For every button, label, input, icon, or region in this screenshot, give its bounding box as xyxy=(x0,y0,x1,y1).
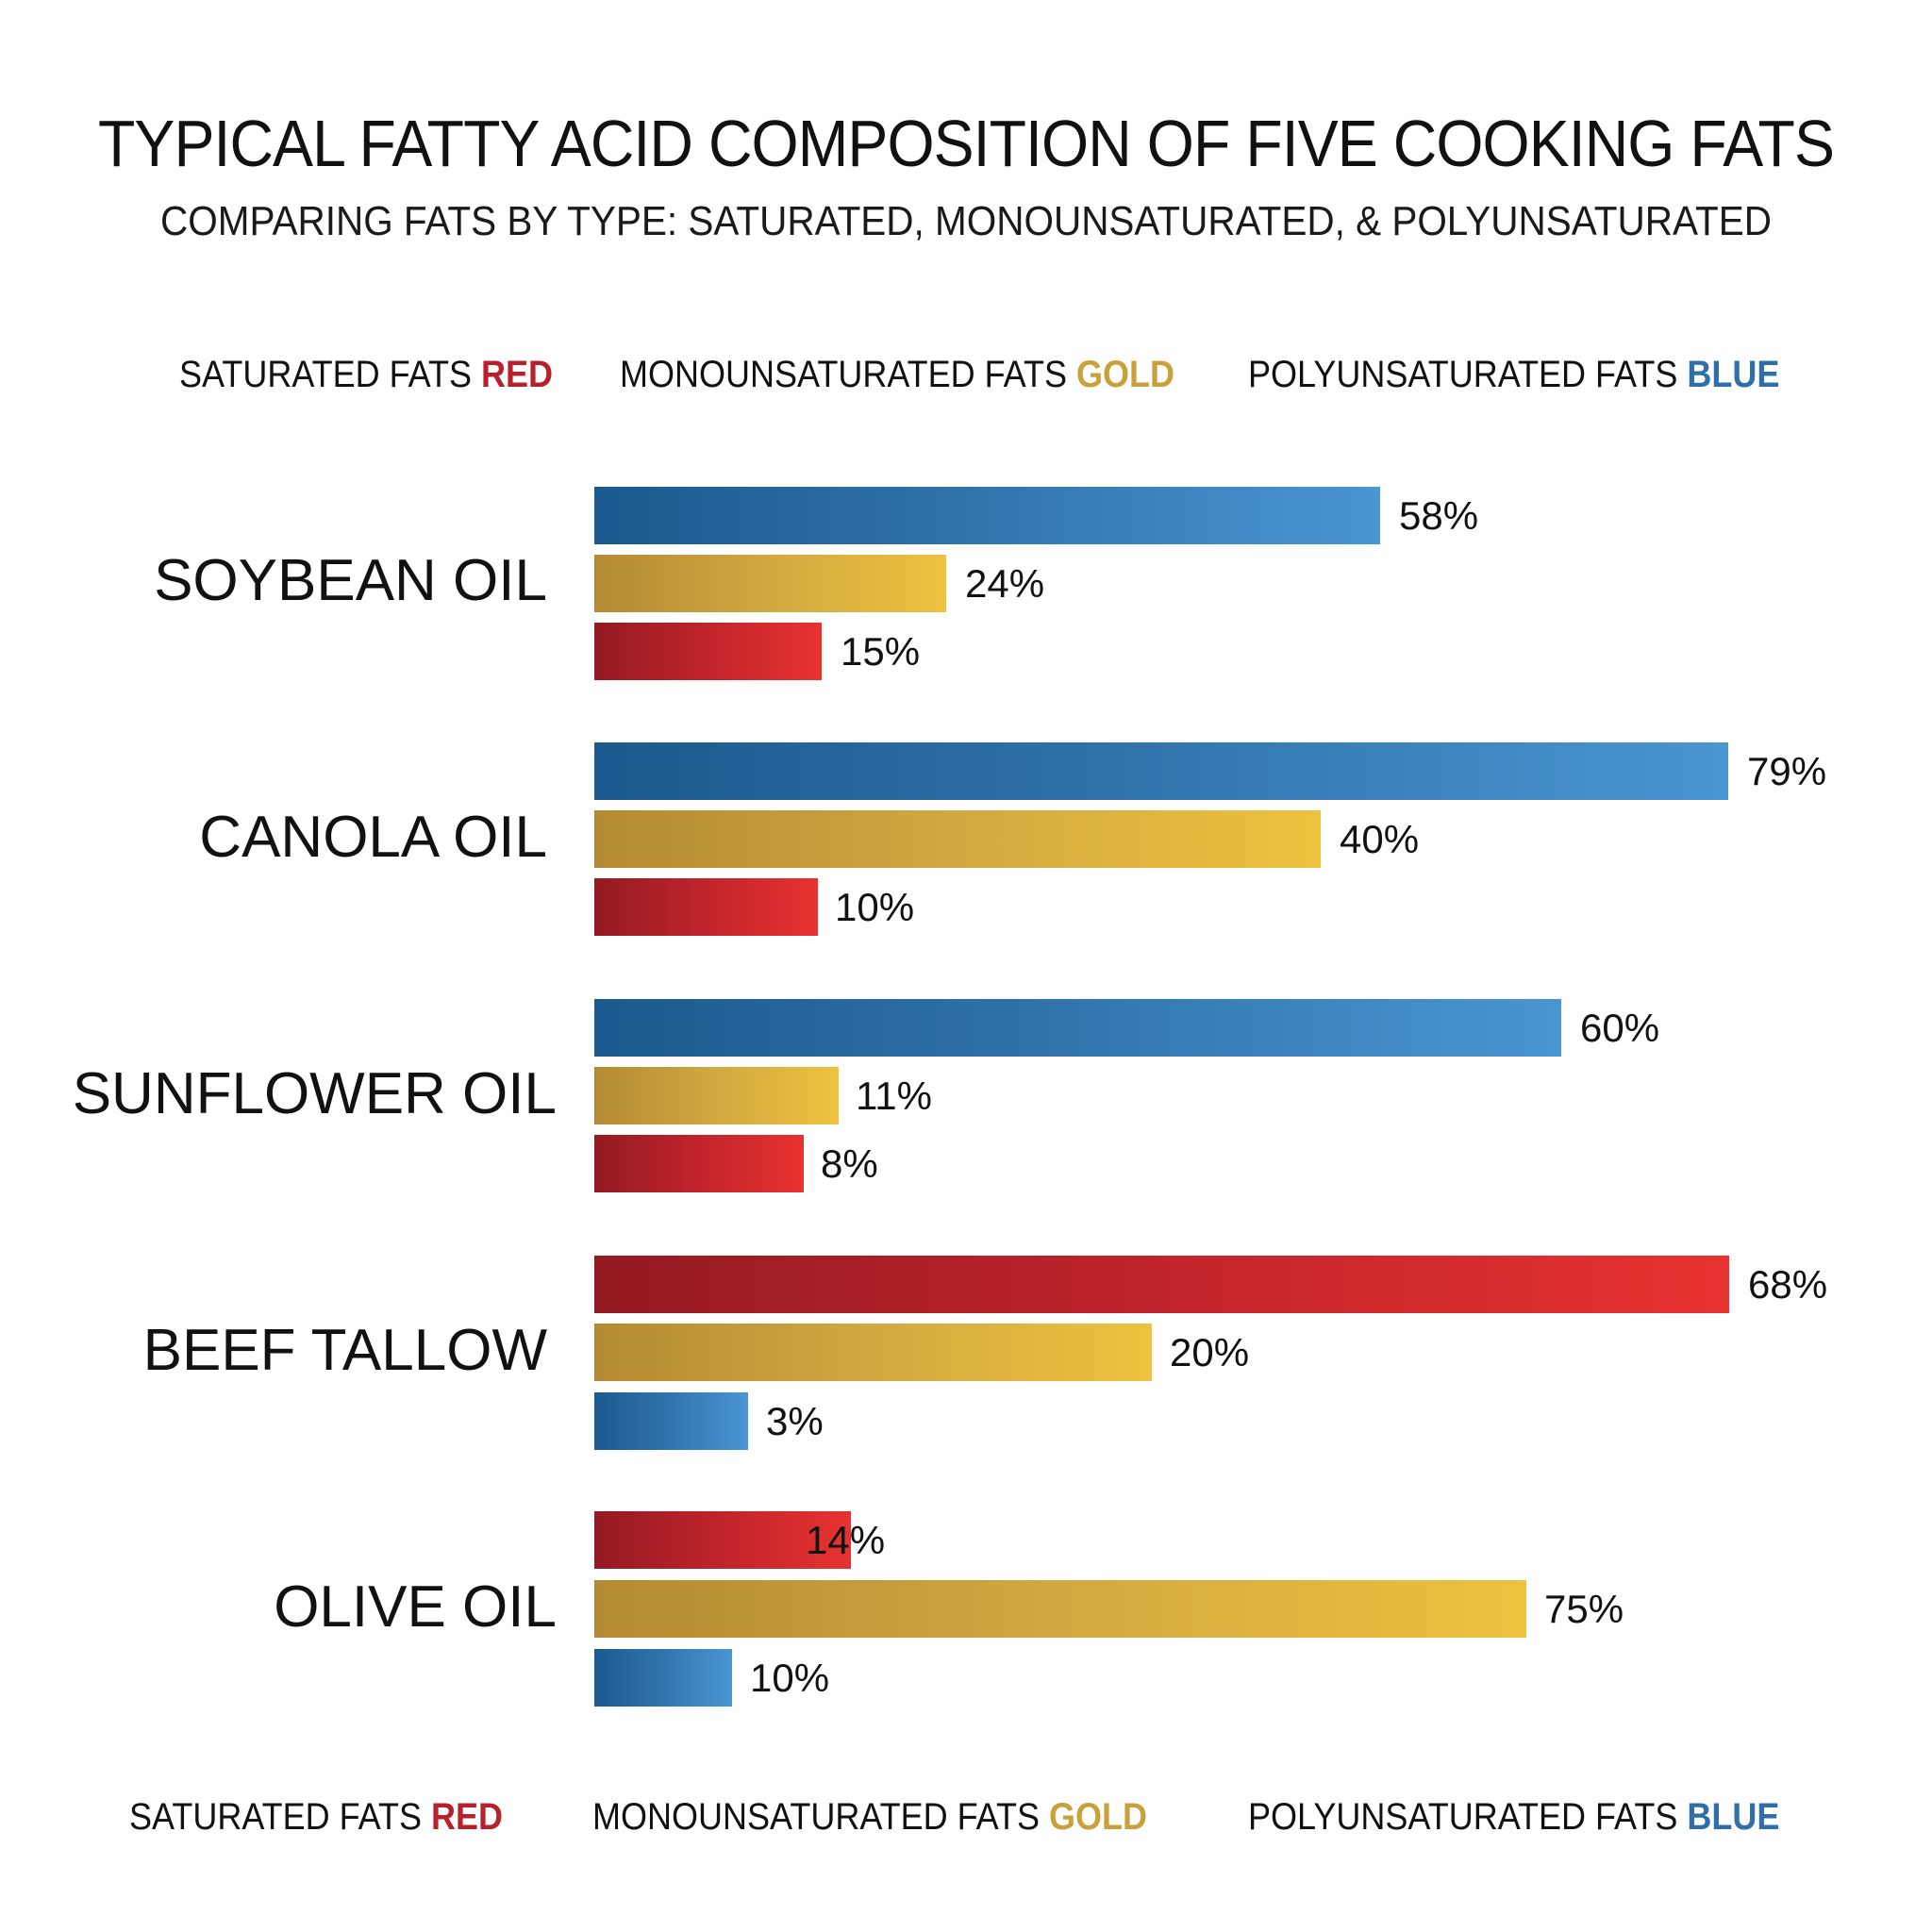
bar-canola-monounsaturated xyxy=(594,810,1321,868)
bar-canola-polyunsaturated xyxy=(594,742,1728,800)
bar-sunflower-monounsaturated xyxy=(594,1067,839,1124)
legend-label: POLYUNSATURATED FATS xyxy=(1248,354,1678,395)
bar-sunflower-saturated xyxy=(594,1135,804,1192)
bar-sunflower-polyunsaturated xyxy=(594,999,1561,1057)
chart-subtitle: COMPARING FATS BY TYPE: SATURATED, MONOU… xyxy=(160,198,1772,244)
legend-color-word: RED xyxy=(431,1796,504,1838)
legend-item-saturated: SATURATED FATS RED xyxy=(129,1796,503,1839)
legend-item-polyunsaturated: POLYUNSATURATED FATS BLUE xyxy=(1248,1796,1779,1839)
value-label: 40% xyxy=(1340,817,1420,861)
legend-label: POLYUNSATURATED FATS xyxy=(1248,1796,1678,1838)
chart-title: TYPICAL FATTY ACID COMPOSITION OF FIVE C… xyxy=(97,107,1835,180)
value-label: 24% xyxy=(965,561,1045,606)
legend-label: MONOUNSATURATED FATS xyxy=(592,1796,1041,1838)
value-label: 11% xyxy=(856,1074,932,1118)
value-label: 10% xyxy=(750,1656,830,1700)
bar-olive-monounsaturated xyxy=(594,1580,1526,1638)
legend-item-monounsaturated: MONOUNSATURATED FATS GOLD xyxy=(620,354,1174,396)
group-label-olive-oil: OLIVE OIL xyxy=(274,1574,557,1640)
value-label: 79% xyxy=(1747,749,1827,793)
legend-color-word: RED xyxy=(481,354,554,395)
value-label: 15% xyxy=(841,629,921,674)
legend-label: SATURATED FATS xyxy=(129,1796,423,1838)
bar-beef-tallow-polyunsaturated xyxy=(594,1392,748,1450)
bar-olive-saturated xyxy=(594,1511,851,1569)
bar-beef-tallow-monounsaturated xyxy=(594,1324,1152,1381)
legend-color-word: BLUE xyxy=(1687,354,1780,395)
bar-soybean-polyunsaturated xyxy=(594,487,1380,544)
bar-beef-tallow-saturated xyxy=(594,1256,1729,1313)
bar-soybean-saturated xyxy=(594,623,822,680)
bar-canola-saturated xyxy=(594,878,818,936)
value-label: 3% xyxy=(766,1399,824,1443)
value-label: 60% xyxy=(1580,1006,1660,1050)
group-label-soybean-oil: SOYBEAN OIL xyxy=(154,548,547,613)
legend-label: MONOUNSATURATED FATS xyxy=(620,354,1068,395)
value-label: 10% xyxy=(835,885,915,929)
legend-item-monounsaturated: MONOUNSATURATED FATS GOLD xyxy=(592,1796,1147,1839)
legend-label: SATURATED FATS xyxy=(179,354,473,395)
group-label-canola-oil: CANOLA OIL xyxy=(199,805,547,870)
legend-color-word: BLUE xyxy=(1687,1796,1780,1838)
value-label: 20% xyxy=(1170,1330,1250,1374)
bar-olive-polyunsaturated xyxy=(594,1649,732,1707)
value-label: 75% xyxy=(1544,1587,1624,1631)
value-label: 14% xyxy=(806,1518,886,1562)
value-label: 8% xyxy=(821,1141,878,1186)
legend-item-polyunsaturated: POLYUNSATURATED FATS BLUE xyxy=(1248,354,1779,396)
value-label: 68% xyxy=(1748,1262,1828,1307)
group-label-sunflower-oil: SUNFLOWER OIL xyxy=(72,1061,557,1126)
legend-item-saturated: SATURATED FATS RED xyxy=(179,354,553,396)
legend-color-word: GOLD xyxy=(1076,354,1175,395)
legend-color-word: GOLD xyxy=(1049,1796,1148,1838)
value-label: 58% xyxy=(1399,493,1479,538)
bar-soybean-monounsaturated xyxy=(594,555,946,612)
group-label-beef-tallow: BEEF TALLOW xyxy=(142,1318,547,1383)
